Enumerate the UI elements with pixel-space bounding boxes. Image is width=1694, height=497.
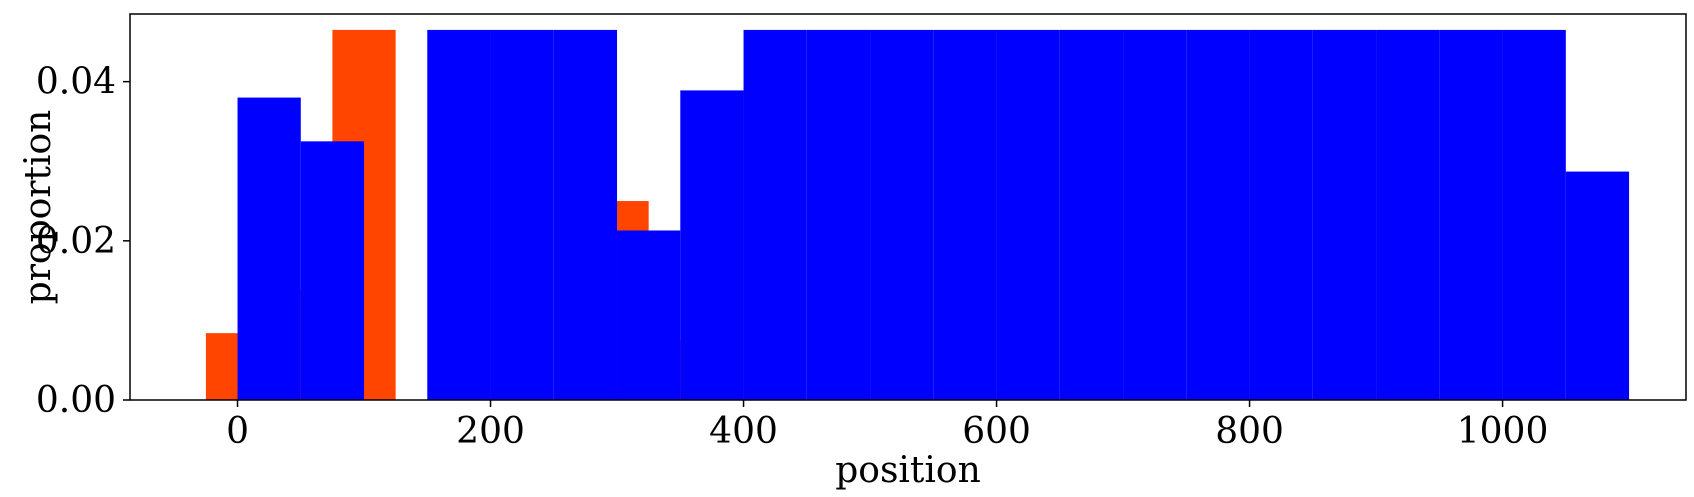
x-tick-label: 0 (226, 411, 249, 452)
y-tick-label: 0.02 (36, 221, 116, 262)
y-axis-label: proportion (18, 110, 59, 305)
bar-s1-9 (870, 29, 934, 400)
bar-s1-8 (806, 29, 871, 400)
bar-s1-4 (553, 29, 618, 400)
bar-s1-2 (427, 29, 491, 400)
bar-s1-0 (237, 97, 301, 400)
bar-s1-11 (996, 29, 1060, 400)
bar-s1-16 (1312, 29, 1377, 400)
x-axis-ticks: 0 200 400 600 800 1000 (226, 400, 1548, 452)
y-tick-label: 0.04 (36, 62, 116, 103)
y-axis-ticks: 0.00 0.02 0.04 (36, 62, 130, 421)
bar-s1-1 (300, 141, 365, 400)
bar-s1-5 (617, 230, 681, 400)
bar-s1-18 (1439, 29, 1503, 400)
bar-s1-12 (1059, 29, 1124, 400)
bar-s1-15 (1249, 29, 1313, 400)
bar-s1-17 (1376, 29, 1440, 400)
plot-frame (129, 13, 1687, 401)
bar-s1-20 (1565, 171, 1630, 400)
x-tick-label: 600 (962, 411, 1031, 452)
bar-s1-3 (490, 29, 554, 400)
x-tick-label: 200 (456, 411, 525, 452)
bar-s1-6 (680, 90, 744, 401)
bar-s1-10 (933, 29, 997, 400)
bar-s1-13 (1123, 29, 1187, 400)
bar-s1-7 (743, 29, 807, 400)
x-axis-label: position (835, 450, 981, 491)
bar-s1-19 (1502, 29, 1566, 400)
x-tick-label: 400 (709, 411, 778, 452)
x-tick-label: 800 (1215, 411, 1284, 452)
bars-layer (205, 29, 1630, 401)
x-tick-label: 1000 (1457, 411, 1549, 452)
bar-s1-14 (1186, 29, 1250, 400)
y-tick-label: 0.00 (36, 380, 116, 421)
